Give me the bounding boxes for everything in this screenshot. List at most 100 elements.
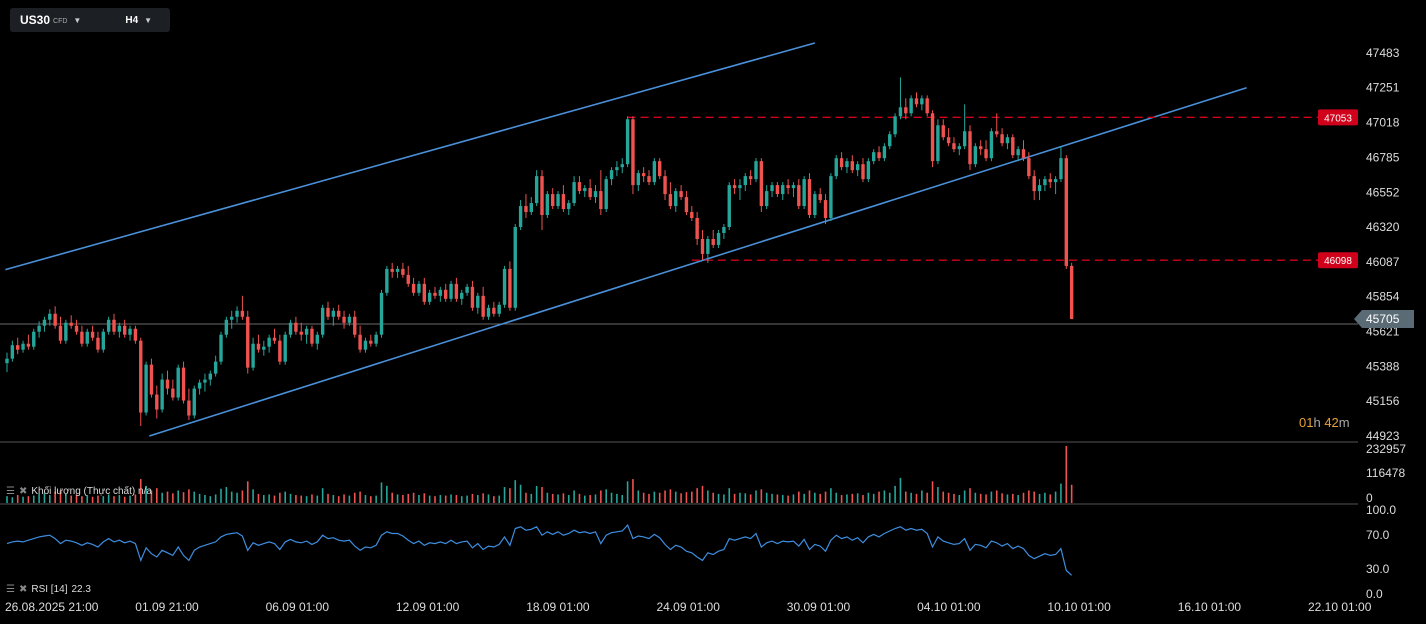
candle-body <box>577 182 582 192</box>
time-tick-label: 16.10 01:00 <box>1178 600 1242 614</box>
volume-bar <box>551 493 554 503</box>
volume-bar <box>974 492 977 503</box>
volume-axis: 232957 116478 0 <box>1366 442 1406 505</box>
volume-bar <box>1060 483 1062 503</box>
candle-body <box>647 176 651 183</box>
volume-bar <box>81 496 83 503</box>
candle-body <box>123 325 127 335</box>
volume-bar <box>953 493 955 503</box>
symbol-name[interactable]: US30 <box>20 13 51 27</box>
countdown-minutes-unit: m <box>1338 415 1350 430</box>
volume-bar <box>712 492 714 503</box>
volume-bar <box>632 479 634 503</box>
candle-body <box>941 125 945 138</box>
rsi-name: RSI [14] <box>31 584 68 595</box>
candle-body <box>160 379 164 410</box>
candle-body <box>743 176 747 186</box>
close-icon[interactable]: ✖ <box>18 486 28 497</box>
candle-body <box>385 268 389 293</box>
candle-body <box>1037 185 1042 192</box>
candle-body <box>738 185 742 189</box>
volume-bar <box>246 481 249 503</box>
volume-bar <box>905 491 907 503</box>
candle-body <box>278 340 282 362</box>
volume-bar <box>717 493 720 503</box>
rsi-tick-label: 30.0 <box>1366 562 1390 576</box>
volume-bar <box>664 490 666 503</box>
candle-body <box>765 191 769 207</box>
candle-body <box>69 322 73 326</box>
candle-body <box>374 334 378 344</box>
volume-bar <box>1001 493 1003 503</box>
candle-body <box>347 316 352 323</box>
candle-body <box>26 343 31 347</box>
candle-body <box>893 116 897 135</box>
volume-bar <box>134 494 137 503</box>
settings-icon[interactable]: ☰ <box>6 486 15 497</box>
settings-icon[interactable]: ☰ <box>6 584 15 595</box>
time-tick-label: 22.10 01:00 <box>1308 600 1372 614</box>
timeframe-dropdown-icon[interactable]: ▼ <box>144 15 153 25</box>
candle-body <box>197 382 202 389</box>
volume-bar <box>43 492 46 503</box>
rsi-axis: 100.0 70.0 30.0 0.0 <box>1366 503 1396 601</box>
volume-bar <box>680 493 682 503</box>
volume-bar <box>674 491 677 503</box>
symbol-dropdown-icon[interactable]: ▼ <box>73 15 82 25</box>
candle-body <box>658 161 662 177</box>
volume-bar <box>75 494 78 503</box>
volume-bar <box>252 489 254 503</box>
close-icon[interactable]: ✖ <box>18 584 28 595</box>
candle-body <box>203 379 207 383</box>
volume-bar <box>386 485 388 503</box>
candle-body <box>1053 179 1058 183</box>
volume-bar <box>519 484 522 503</box>
candle-body <box>497 304 501 314</box>
volume-bar <box>236 492 238 503</box>
candle-body <box>652 161 657 183</box>
volume-bar <box>872 493 875 503</box>
candle-body <box>748 176 753 180</box>
volume-bar <box>878 491 880 503</box>
candle-body <box>358 334 362 350</box>
candle-body <box>615 167 619 171</box>
price-tick-label: 45854 <box>1366 290 1400 304</box>
volume-bar <box>102 496 105 503</box>
timeframe-selector[interactable]: H4 <box>125 14 139 26</box>
current-price-tag <box>1354 310 1414 329</box>
candle-body <box>64 322 68 341</box>
volume-bar <box>487 494 490 503</box>
volume-bar <box>396 494 399 503</box>
candle-body <box>529 203 533 213</box>
volume-bar <box>594 494 597 503</box>
volume-bar <box>268 494 270 503</box>
candle-body <box>706 238 710 254</box>
candle-body <box>208 373 212 380</box>
volume-bar <box>648 493 650 503</box>
candle-body <box>684 197 689 213</box>
candle-body <box>829 176 833 219</box>
rsi-tick-label: 70.0 <box>1366 528 1390 542</box>
volume-bar <box>867 492 870 503</box>
rsi-tick-label: 100.0 <box>1366 503 1396 517</box>
candle-body <box>165 379 170 389</box>
candle-body <box>406 274 410 284</box>
volume-bar <box>739 492 741 503</box>
volume-bar <box>1012 493 1014 503</box>
volume-bar <box>530 493 533 503</box>
candle-body <box>171 388 175 398</box>
candle-body <box>759 161 764 207</box>
candle-body <box>877 152 881 159</box>
rsi-line <box>6 523 1073 576</box>
candle-body <box>465 286 469 293</box>
price-tick-label: 45156 <box>1366 394 1400 408</box>
volume-bar <box>546 492 549 503</box>
volume-bar <box>610 492 613 503</box>
volume-bar <box>1017 495 1019 503</box>
volume-bar <box>412 492 415 503</box>
volume-label-text: Khối lượng (Thực chất) n/a <box>31 486 152 497</box>
candle-body <box>556 194 560 207</box>
volume-bar <box>91 496 94 503</box>
candle-body <box>690 212 694 219</box>
